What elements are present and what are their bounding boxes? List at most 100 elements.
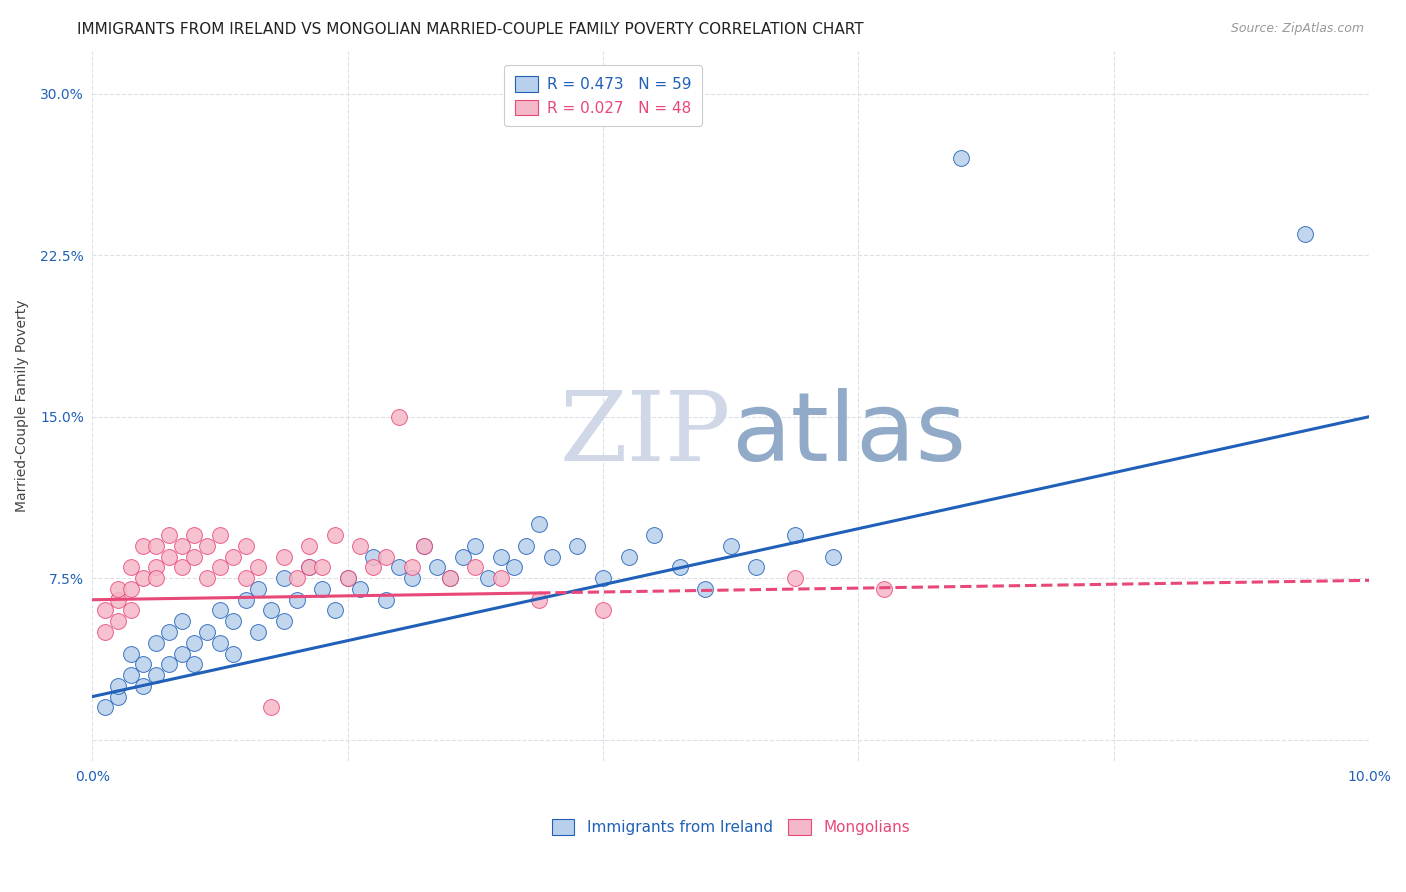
Point <box>170 539 193 553</box>
Text: IMMIGRANTS FROM IRELAND VS MONGOLIAN MARRIED-COUPLE FAMILY POVERTY CORRELATION C: IMMIGRANTS FROM IRELAND VS MONGOLIAN MAR… <box>77 22 863 37</box>
Point <box>401 571 423 585</box>
Point <box>247 560 270 574</box>
Point <box>541 549 564 564</box>
Point <box>388 560 411 574</box>
Point <box>336 571 359 585</box>
Point <box>426 560 449 574</box>
Text: atlas: atlas <box>731 388 966 481</box>
Point <box>439 571 461 585</box>
Point <box>273 549 295 564</box>
Point <box>145 636 167 650</box>
Point <box>132 539 155 553</box>
Point <box>94 700 117 714</box>
Point <box>821 549 844 564</box>
Point <box>298 560 321 574</box>
Point <box>260 603 283 617</box>
Point <box>107 582 129 596</box>
Point <box>94 625 117 640</box>
Point <box>132 571 155 585</box>
Point <box>311 582 333 596</box>
Point <box>1294 227 1316 241</box>
Point <box>195 571 218 585</box>
Point <box>643 528 665 542</box>
Point <box>235 539 257 553</box>
Point <box>489 571 512 585</box>
Point <box>157 549 180 564</box>
Y-axis label: Married-Couple Family Poverty: Married-Couple Family Poverty <box>15 300 30 512</box>
Point <box>285 592 308 607</box>
Point <box>157 625 180 640</box>
Point <box>375 592 398 607</box>
Point <box>107 614 129 628</box>
Point <box>107 679 129 693</box>
Point <box>323 528 346 542</box>
Point <box>873 582 896 596</box>
Text: Source: ZipAtlas.com: Source: ZipAtlas.com <box>1230 22 1364 36</box>
Point <box>170 647 193 661</box>
Point <box>361 549 384 564</box>
Point <box>949 152 972 166</box>
Point <box>375 549 398 564</box>
Point <box>361 560 384 574</box>
Point <box>273 614 295 628</box>
Point <box>413 539 436 553</box>
Point <box>183 657 205 672</box>
Point <box>592 603 614 617</box>
Point <box>695 582 717 596</box>
Point <box>208 603 231 617</box>
Point <box>208 636 231 650</box>
Point <box>222 549 245 564</box>
Point <box>120 647 142 661</box>
Point <box>464 539 486 553</box>
Point <box>183 528 205 542</box>
Point <box>298 560 321 574</box>
Legend: Immigrants from Ireland, Mongolians: Immigrants from Ireland, Mongolians <box>544 812 918 843</box>
Point <box>94 603 117 617</box>
Point <box>235 592 257 607</box>
Point <box>208 560 231 574</box>
Point <box>247 582 270 596</box>
Point <box>183 636 205 650</box>
Point <box>222 647 245 661</box>
Point <box>336 571 359 585</box>
Point <box>120 603 142 617</box>
Point <box>208 528 231 542</box>
Point <box>413 539 436 553</box>
Point <box>132 679 155 693</box>
Point <box>515 539 537 553</box>
Point <box>720 539 742 553</box>
Point <box>273 571 295 585</box>
Point <box>107 592 129 607</box>
Point <box>489 549 512 564</box>
Point <box>567 539 589 553</box>
Point <box>439 571 461 585</box>
Point <box>323 603 346 617</box>
Point <box>477 571 499 585</box>
Point <box>783 571 806 585</box>
Point <box>388 409 411 424</box>
Point <box>170 614 193 628</box>
Point <box>668 560 690 574</box>
Point <box>120 668 142 682</box>
Point <box>145 560 167 574</box>
Point <box>157 528 180 542</box>
Point <box>145 539 167 553</box>
Point <box>349 539 371 553</box>
Point <box>451 549 474 564</box>
Point <box>195 625 218 640</box>
Point <box>183 549 205 564</box>
Point <box>235 571 257 585</box>
Point <box>527 592 550 607</box>
Point <box>311 560 333 574</box>
Point <box>745 560 768 574</box>
Point <box>247 625 270 640</box>
Point <box>132 657 155 672</box>
Point <box>401 560 423 574</box>
Text: ZIP: ZIP <box>560 387 731 482</box>
Point <box>170 560 193 574</box>
Point <box>145 571 167 585</box>
Point <box>157 657 180 672</box>
Point <box>107 690 129 704</box>
Point <box>464 560 486 574</box>
Point <box>502 560 524 574</box>
